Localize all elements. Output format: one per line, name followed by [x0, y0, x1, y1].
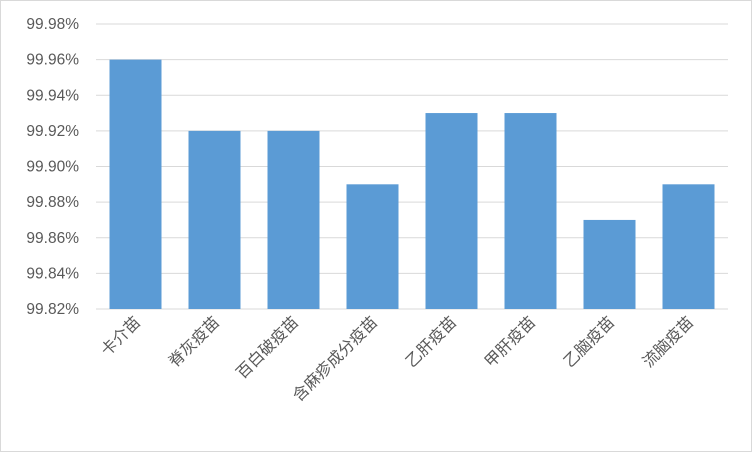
x-category-label: 流脑疫苗: [639, 312, 698, 371]
bar: [504, 113, 557, 309]
bar: [583, 219, 636, 309]
bar: [188, 130, 241, 309]
y-tick-label: 99.88%: [26, 194, 79, 211]
x-category-label: 乙肝疫苗: [402, 312, 461, 371]
x-category-label: 卡介苗: [97, 312, 144, 359]
y-tick-label: 99.96%: [26, 52, 79, 69]
x-category-label: 含麻疹成分疫苗: [289, 312, 382, 405]
y-tick-label: 99.82%: [26, 301, 79, 318]
y-tick-label: 99.84%: [26, 265, 79, 282]
bar: [267, 130, 320, 309]
bar: [346, 184, 399, 309]
x-category-label: 脊灰疫苗: [165, 312, 224, 371]
bar: [425, 113, 478, 309]
y-tick-label: 99.98%: [26, 16, 79, 33]
bar: [662, 184, 715, 309]
x-category-label: 乙脑疫苗: [560, 312, 619, 371]
bar: [109, 59, 162, 309]
y-tick-label: 99.90%: [26, 159, 79, 176]
x-category-label: 百白破疫苗: [232, 312, 302, 382]
y-tick-label: 99.92%: [26, 123, 79, 140]
y-tick-label: 99.94%: [26, 87, 79, 104]
y-tick-label: 99.86%: [26, 230, 79, 247]
x-category-label: 甲肝疫苗: [481, 312, 540, 371]
